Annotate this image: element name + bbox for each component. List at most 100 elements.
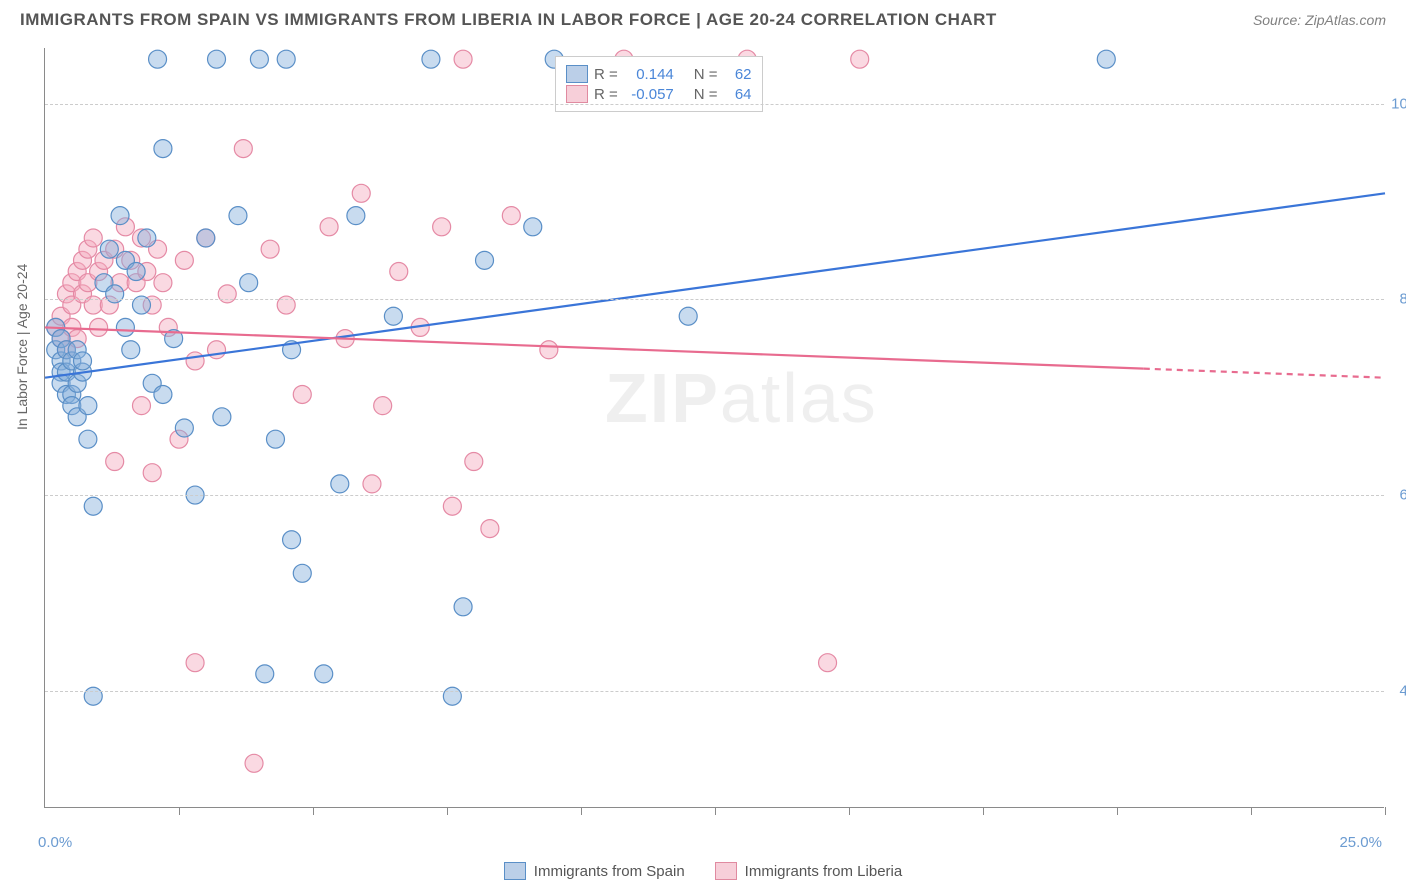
x-max-label: 25.0%: [1339, 834, 1382, 851]
point-liberia: [90, 318, 108, 336]
point-liberia: [454, 50, 472, 68]
stats-row-liberia: R = -0.057 N = 64: [566, 85, 752, 103]
point-spain: [315, 665, 333, 683]
point-spain: [476, 251, 494, 269]
point-spain: [79, 397, 97, 415]
point-spain: [277, 50, 295, 68]
r-value-spain: 0.144: [624, 66, 674, 83]
x-tick: [179, 807, 180, 815]
point-liberia: [245, 754, 263, 772]
gridline-h: [45, 299, 1384, 300]
point-spain: [116, 318, 134, 336]
point-liberia: [502, 207, 520, 225]
x-tick: [1385, 807, 1386, 815]
stats-row-spain: R = 0.144 N = 62: [566, 65, 752, 83]
point-liberia: [261, 240, 279, 258]
point-spain: [283, 531, 301, 549]
point-spain: [256, 665, 274, 683]
point-liberia: [352, 184, 370, 202]
point-spain: [229, 207, 247, 225]
x-tick: [715, 807, 716, 815]
scatter-svg: [45, 48, 1384, 807]
r-label: R =: [594, 66, 618, 83]
swatch-pink-icon: [566, 85, 588, 103]
legend-item-spain: Immigrants from Spain: [504, 862, 685, 880]
point-spain: [293, 564, 311, 582]
point-liberia: [84, 229, 102, 247]
point-spain: [347, 207, 365, 225]
legend-label-liberia: Immigrants from Liberia: [745, 863, 903, 880]
point-liberia: [390, 263, 408, 281]
y-tick-label: 47.5%: [1399, 682, 1406, 699]
point-liberia: [186, 352, 204, 370]
point-spain: [1097, 50, 1115, 68]
y-tick-label: 100.0%: [1391, 95, 1406, 112]
legend-item-liberia: Immigrants from Liberia: [715, 862, 903, 880]
point-spain: [240, 274, 258, 292]
x-tick: [447, 807, 448, 815]
x-tick: [849, 807, 850, 815]
point-spain: [154, 385, 172, 403]
point-spain: [175, 419, 193, 437]
legend-label-spain: Immigrants from Spain: [534, 863, 685, 880]
point-liberia: [143, 464, 161, 482]
r-label-2: R =: [594, 86, 618, 103]
gridline-h: [45, 691, 1384, 692]
point-spain: [454, 598, 472, 616]
gridline-h: [45, 104, 1384, 105]
source-label: Source: ZipAtlas.com: [1253, 12, 1386, 28]
n-value-spain: 62: [724, 66, 752, 83]
swatch-blue-icon: [566, 65, 588, 83]
point-spain: [79, 430, 97, 448]
point-liberia: [320, 218, 338, 236]
point-spain: [524, 218, 542, 236]
point-spain: [213, 408, 231, 426]
point-liberia: [106, 453, 124, 471]
point-liberia: [465, 453, 483, 471]
y-tick-label: 82.5%: [1399, 291, 1406, 308]
point-liberia: [132, 397, 150, 415]
swatch-blue-icon-2: [504, 862, 526, 880]
point-liberia: [154, 274, 172, 292]
x-tick: [983, 807, 984, 815]
point-liberia: [443, 497, 461, 515]
gridline-h: [45, 495, 1384, 496]
chart-plot-area: R = 0.144 N = 62 R = -0.057 N = 64 ZIPat…: [44, 48, 1384, 808]
chart-title: IMMIGRANTS FROM SPAIN VS IMMIGRANTS FROM…: [20, 10, 997, 30]
y-tick-label: 65.0%: [1399, 487, 1406, 504]
point-liberia: [175, 251, 193, 269]
point-liberia: [186, 654, 204, 672]
x-tick: [1117, 807, 1118, 815]
point-spain: [122, 341, 140, 359]
point-liberia: [363, 475, 381, 493]
bottom-legend: Immigrants from Spain Immigrants from Li…: [0, 862, 1406, 880]
point-spain: [250, 50, 268, 68]
n-value-liberia: 64: [724, 86, 752, 103]
point-spain: [331, 475, 349, 493]
point-liberia: [851, 50, 869, 68]
n-label-2: N =: [694, 86, 718, 103]
x-tick: [581, 807, 582, 815]
point-liberia: [481, 520, 499, 538]
x-min-label: 0.0%: [38, 834, 72, 851]
point-spain: [384, 307, 402, 325]
point-spain: [149, 50, 167, 68]
trend-liberia-dashed: [1144, 369, 1385, 378]
point-spain: [422, 50, 440, 68]
point-liberia: [540, 341, 558, 359]
point-spain: [127, 263, 145, 281]
point-liberia: [293, 385, 311, 403]
point-liberia: [433, 218, 451, 236]
point-spain: [100, 240, 118, 258]
point-spain: [679, 307, 697, 325]
point-liberia: [374, 397, 392, 415]
point-liberia: [819, 654, 837, 672]
point-spain: [138, 229, 156, 247]
point-spain: [111, 207, 129, 225]
point-liberia: [234, 140, 252, 158]
y-axis-title: In Labor Force | Age 20-24: [14, 264, 30, 430]
swatch-pink-icon-2: [715, 862, 737, 880]
point-spain: [154, 140, 172, 158]
point-spain: [74, 352, 92, 370]
point-spain: [197, 229, 215, 247]
